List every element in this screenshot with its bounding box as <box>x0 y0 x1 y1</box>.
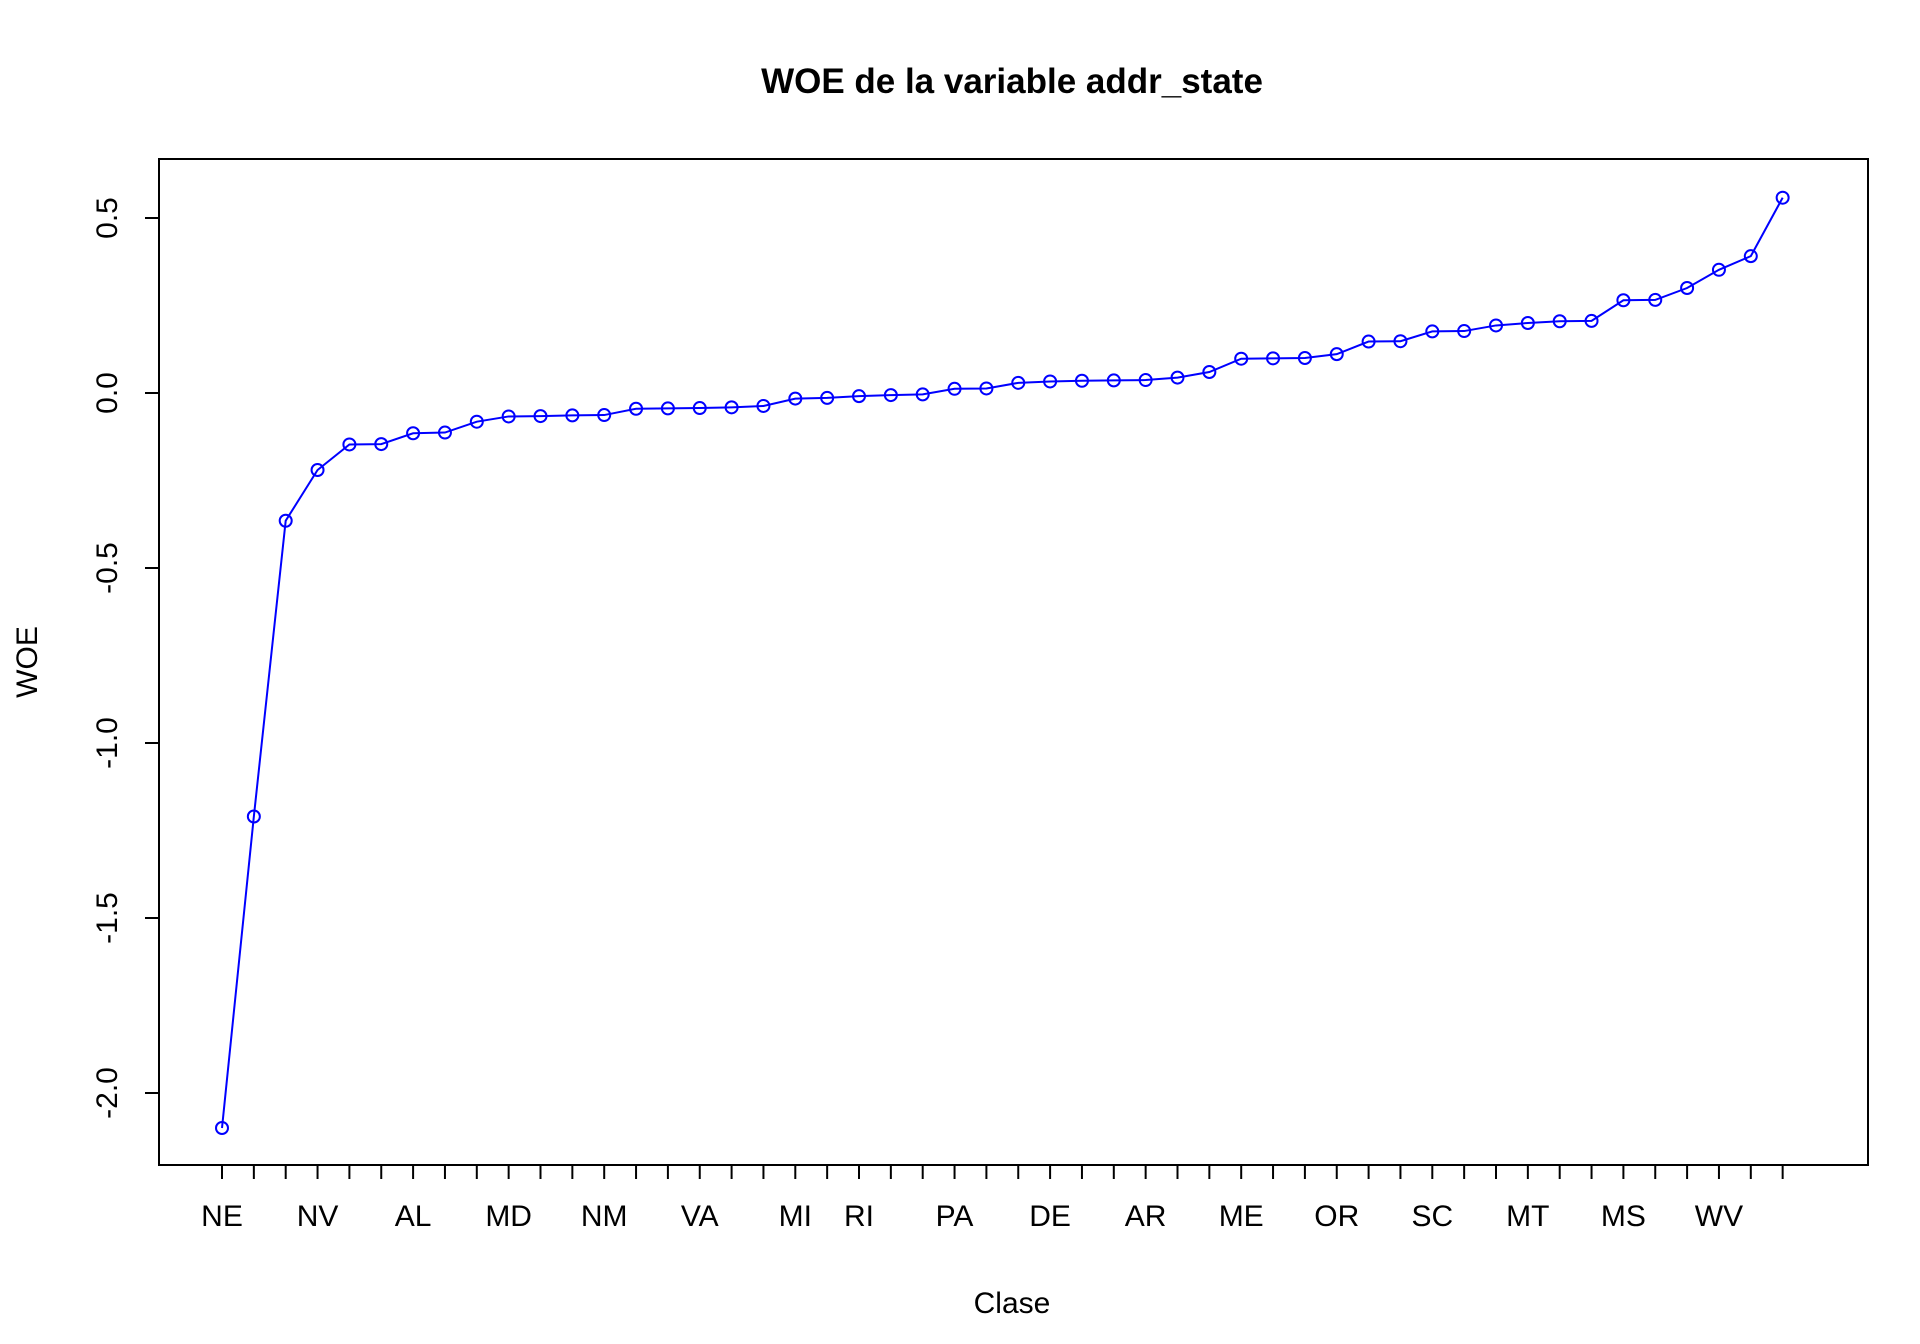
data-point <box>278 513 293 528</box>
data-point <box>1743 249 1758 264</box>
x-axis-label: Clase <box>974 1287 1051 1320</box>
y-axis: -2.0 -1.5 -1.0 -0.5 0.0 0.5 <box>91 197 160 1119</box>
data-point <box>756 398 771 413</box>
x-tick-label: DE <box>1029 1200 1071 1233</box>
data-point <box>1266 351 1281 366</box>
data-point <box>1616 293 1631 308</box>
data-point <box>1584 313 1599 328</box>
x-tick-label: MT <box>1506 1200 1549 1233</box>
data-point <box>1170 370 1185 385</box>
data-point <box>852 389 866 404</box>
y-tick-label: -0.5 <box>91 542 124 594</box>
data-point <box>1329 347 1344 362</box>
x-tick-label: WV <box>1695 1200 1743 1233</box>
data-point <box>310 463 325 477</box>
data-point <box>1074 373 1089 388</box>
data-point <box>1648 292 1663 307</box>
data-point <box>597 408 612 423</box>
x-tick-label: NE <box>201 1200 243 1233</box>
data-point <box>1425 324 1440 339</box>
data-point <box>1202 365 1217 379</box>
data-point <box>1520 316 1535 330</box>
x-tick-label: NV <box>297 1200 339 1233</box>
data-point <box>979 381 994 396</box>
x-tick-label: MS <box>1601 1200 1646 1233</box>
data-points <box>215 190 1790 1135</box>
y-tick-label: -2.0 <box>91 1067 124 1119</box>
data-point <box>437 425 452 440</box>
x-tick-label: MI <box>779 1200 812 1233</box>
x-tick-label: SC <box>1411 1200 1453 1233</box>
data-point <box>1138 373 1153 388</box>
data-point <box>820 390 835 405</box>
y-tick-label: 0.5 <box>91 197 124 239</box>
data-point <box>883 388 898 403</box>
data-point <box>947 381 962 396</box>
x-tick-label: OR <box>1314 1200 1359 1233</box>
y-axis-label: WOE <box>11 626 44 698</box>
data-point <box>915 387 930 402</box>
data-point <box>660 401 675 416</box>
plot-frame <box>158 158 1869 1166</box>
data-point <box>692 401 707 416</box>
y-tick-label: -1.0 <box>91 717 124 769</box>
data-point <box>1234 351 1249 366</box>
data-point <box>374 437 389 452</box>
data-point <box>1043 374 1058 389</box>
data-point <box>1011 375 1026 390</box>
data-point <box>1361 334 1376 349</box>
data-point <box>406 426 421 441</box>
data-point <box>788 391 803 406</box>
x-axis: NE NV AL MD NM VA MI RI PA DE AR ME OR SC MT MS WV <box>201 1164 1784 1233</box>
x-tick-label: NM <box>581 1200 628 1233</box>
data-point <box>533 409 548 424</box>
x-tick-label: AR <box>1125 1200 1167 1233</box>
x-tick-label: MD <box>485 1200 532 1233</box>
data-point <box>1711 262 1726 277</box>
data-point <box>1489 318 1503 333</box>
data-point <box>1297 351 1312 365</box>
y-tick-label: -1.5 <box>91 892 124 944</box>
x-tick-label: RI <box>844 1200 874 1233</box>
x-tick-label: AL <box>395 1200 432 1233</box>
data-point <box>724 400 739 415</box>
data-point <box>342 437 357 452</box>
chart-title: WOE de la variable addr_state <box>761 62 1263 101</box>
y-tick-label: 0.0 <box>91 372 124 414</box>
data-point <box>1457 324 1472 339</box>
data-point <box>1775 190 1790 205</box>
data-point <box>501 409 516 424</box>
data-point <box>1552 314 1567 329</box>
data-point <box>629 401 644 416</box>
x-tick-label: ME <box>1219 1200 1264 1233</box>
data-point <box>565 408 580 423</box>
data-point <box>469 414 484 429</box>
x-tick-label: PA <box>936 1200 974 1233</box>
series-line <box>221 197 1784 1129</box>
x-tick-label: VA <box>681 1200 719 1233</box>
data-point <box>246 809 261 824</box>
data-point <box>1680 281 1695 295</box>
data-point <box>1106 373 1121 388</box>
data-point <box>215 1121 229 1135</box>
data-point <box>1393 334 1408 349</box>
